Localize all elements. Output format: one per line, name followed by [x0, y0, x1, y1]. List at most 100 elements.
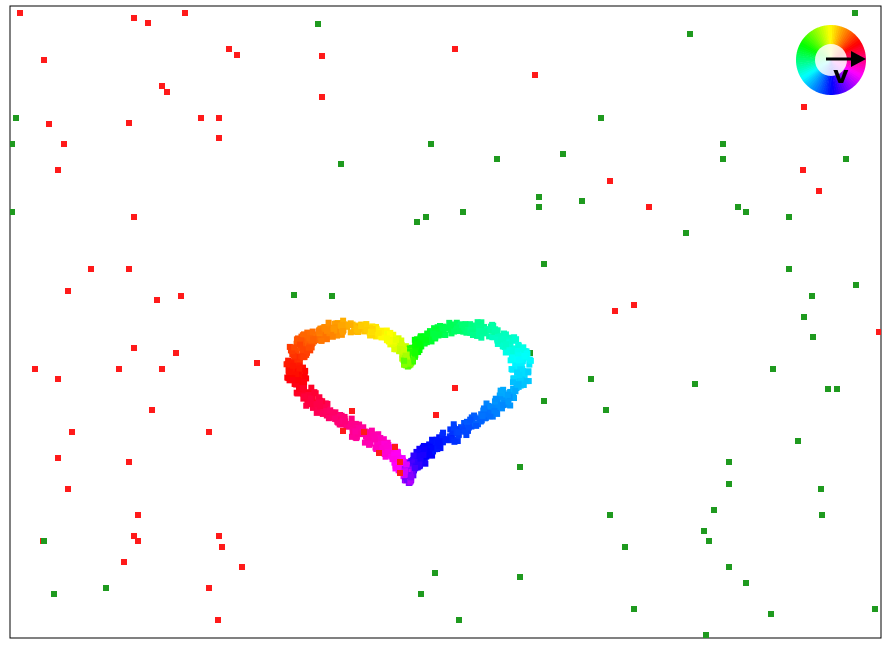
- particle: [55, 376, 61, 382]
- particle: [612, 308, 618, 314]
- particle: [536, 194, 542, 200]
- particle: [631, 606, 637, 612]
- particle: [121, 559, 127, 565]
- particle: [872, 606, 878, 612]
- plot-frame: [9, 5, 882, 639]
- particle: [852, 10, 858, 16]
- particle: [254, 360, 260, 366]
- particle: [853, 282, 859, 288]
- particle: [801, 314, 807, 320]
- particle: [560, 151, 566, 157]
- particle: [579, 198, 585, 204]
- particle: [41, 538, 47, 544]
- particle: [219, 544, 225, 550]
- particle: [319, 94, 325, 100]
- particle: [692, 381, 698, 387]
- particle: [726, 481, 732, 487]
- particle: [234, 52, 240, 58]
- particle: [103, 585, 109, 591]
- particle: [215, 617, 221, 623]
- particle: [843, 156, 849, 162]
- particle: [13, 115, 19, 121]
- particle: [216, 135, 222, 141]
- particle: [825, 386, 831, 392]
- particle: [41, 57, 47, 63]
- particle: [800, 167, 806, 173]
- particle: [607, 512, 613, 518]
- particle: [65, 288, 71, 294]
- particle: [720, 141, 726, 147]
- particle: [532, 72, 538, 78]
- particle: [198, 115, 204, 121]
- scattered-particles: [10, 10, 881, 638]
- particle: [834, 386, 840, 392]
- particle: [291, 292, 297, 298]
- particle: [460, 209, 466, 215]
- velocity-color-legend: v: [795, 24, 867, 96]
- particle: [598, 115, 604, 121]
- particle: [687, 31, 693, 37]
- particle: [17, 10, 23, 16]
- particle: [216, 115, 222, 121]
- particle: [818, 486, 824, 492]
- particle: [743, 580, 749, 586]
- particle: [428, 141, 434, 147]
- particle: [206, 585, 212, 591]
- particle: [159, 83, 165, 89]
- particle: [418, 591, 424, 597]
- particle: [319, 53, 325, 59]
- particle: [809, 293, 815, 299]
- particle: [164, 89, 170, 95]
- particle: [819, 512, 825, 518]
- particle: [603, 407, 609, 413]
- particle: [131, 214, 137, 220]
- particle: [226, 46, 232, 52]
- particle: [159, 366, 165, 372]
- particle: [706, 538, 712, 544]
- particle: [423, 214, 429, 220]
- particle: [517, 574, 523, 580]
- particle: [711, 507, 717, 513]
- particle: [149, 407, 155, 413]
- particle: [810, 334, 816, 340]
- particle: [456, 617, 462, 623]
- velocity-label: v: [833, 61, 849, 89]
- particle: [10, 209, 15, 215]
- particle: [46, 121, 52, 127]
- particle: [131, 533, 137, 539]
- particle: [329, 293, 335, 299]
- particle: [178, 293, 184, 299]
- particle: [720, 156, 726, 162]
- particle: [32, 366, 38, 372]
- particle: [726, 564, 732, 570]
- heart-flow-icon: [283, 317, 534, 486]
- particle: [65, 486, 71, 492]
- particle: [588, 376, 594, 382]
- particle: [145, 20, 151, 26]
- particle: [338, 161, 344, 167]
- particle: [631, 302, 637, 308]
- particle: [131, 345, 137, 351]
- particle: [770, 366, 776, 372]
- particle: [173, 350, 179, 356]
- particle: [88, 266, 94, 272]
- arrow-right-icon: [826, 51, 866, 67]
- particle: [135, 512, 141, 518]
- particle: [126, 120, 132, 126]
- particle: [55, 167, 61, 173]
- particle: [703, 632, 709, 638]
- particle: [126, 266, 132, 272]
- particle: [726, 459, 732, 465]
- particle: [701, 528, 707, 534]
- particle: [131, 15, 137, 21]
- particle: [206, 429, 212, 435]
- particle: [816, 188, 822, 194]
- particle: [116, 366, 122, 372]
- particle: [536, 204, 542, 210]
- particle: [414, 219, 420, 225]
- color-wheel-icon: [795, 24, 867, 96]
- particle: [541, 261, 547, 267]
- particle: [786, 266, 792, 272]
- particle: [239, 564, 245, 570]
